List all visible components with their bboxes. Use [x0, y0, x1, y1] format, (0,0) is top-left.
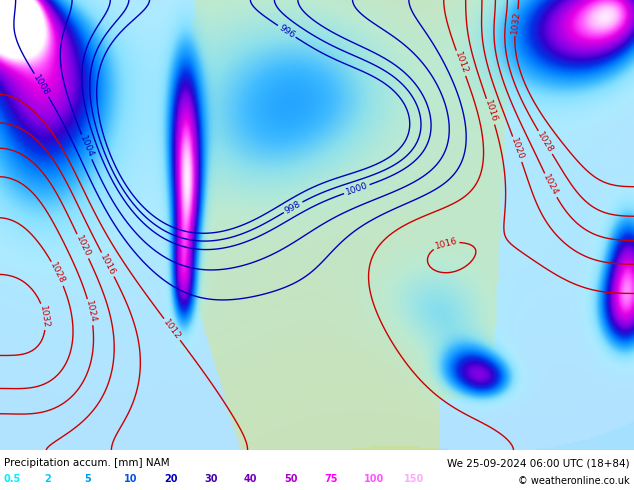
Text: 1028: 1028 [49, 261, 67, 286]
Text: 1020: 1020 [74, 234, 92, 259]
Text: 0.5: 0.5 [4, 474, 22, 484]
Text: 1028: 1028 [536, 130, 555, 154]
Text: 5: 5 [84, 474, 91, 484]
Text: 2: 2 [44, 474, 51, 484]
Text: 1012: 1012 [162, 318, 183, 342]
Text: 1000: 1000 [344, 181, 369, 197]
Text: 1004: 1004 [78, 135, 95, 159]
Text: 1032: 1032 [510, 11, 522, 34]
Text: 10: 10 [124, 474, 138, 484]
Text: 1024: 1024 [541, 173, 560, 197]
Text: 20: 20 [164, 474, 178, 484]
Text: 1020: 1020 [509, 137, 526, 162]
Text: 1016: 1016 [483, 99, 498, 124]
Text: 1032: 1032 [39, 305, 51, 329]
Text: Precipitation accum. [mm] NAM: Precipitation accum. [mm] NAM [4, 458, 170, 468]
Text: 1024: 1024 [84, 300, 98, 324]
Text: 1016: 1016 [98, 252, 117, 277]
Text: 30: 30 [204, 474, 217, 484]
Text: 1016: 1016 [434, 237, 458, 251]
Text: 998: 998 [283, 199, 303, 216]
Text: 200: 200 [444, 474, 464, 484]
Text: © weatheronline.co.uk: © weatheronline.co.uk [519, 476, 630, 486]
Text: 1008: 1008 [32, 73, 51, 98]
Text: 1012: 1012 [453, 51, 469, 75]
Text: We 25-09-2024 06:00 UTC (18+84): We 25-09-2024 06:00 UTC (18+84) [448, 458, 630, 468]
Text: 50: 50 [284, 474, 297, 484]
Text: 75: 75 [324, 474, 337, 484]
Text: 996: 996 [277, 23, 297, 40]
Text: 40: 40 [244, 474, 257, 484]
Text: 150: 150 [404, 474, 424, 484]
Text: 100: 100 [364, 474, 384, 484]
